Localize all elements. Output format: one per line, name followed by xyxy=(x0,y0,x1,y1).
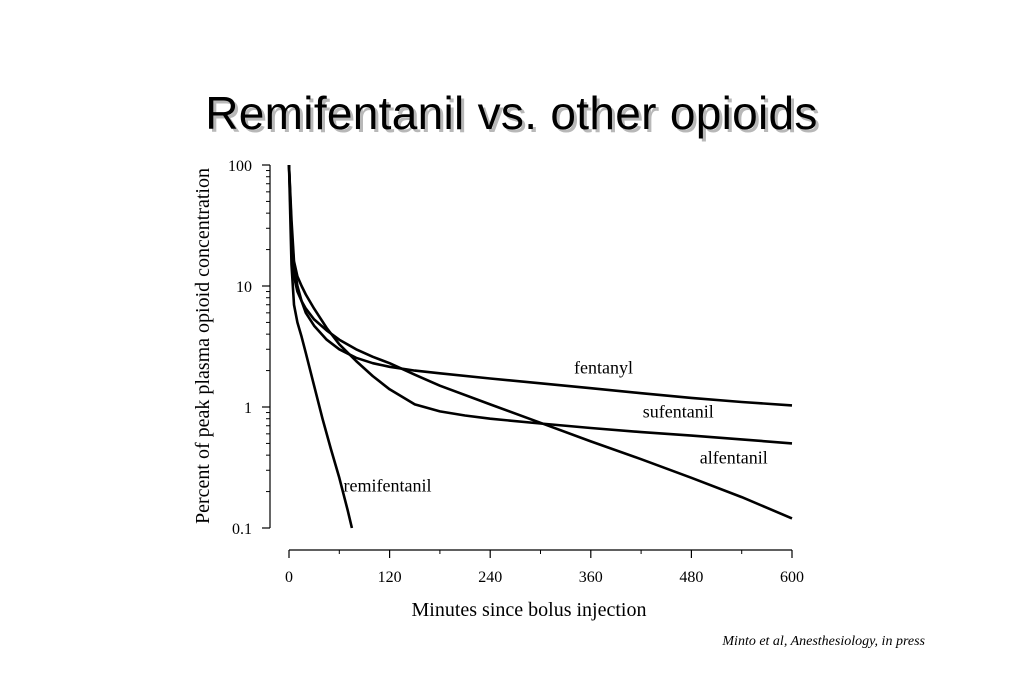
citation: Minto et al, Anesthesiology, in press xyxy=(722,634,925,649)
x-tick-label: 600 xyxy=(780,569,804,586)
x-axis-title: Minutes since bolus injection xyxy=(412,599,647,621)
y-tick-label: 100 xyxy=(228,158,252,175)
series-label-remifentanil: remifentanil xyxy=(343,476,431,496)
slide-title: Remifentanil vs. other opioids xyxy=(205,87,818,139)
y-tick-label: 10 xyxy=(236,279,252,296)
series-label-fentanyl: fentanyl xyxy=(574,357,633,377)
y-axis-title: Percent of peak plasma opioid concentrat… xyxy=(192,168,214,524)
x-tick-label: 240 xyxy=(478,569,502,586)
y-tick-label: 0.1 xyxy=(232,521,252,538)
series-line-fentanyl xyxy=(287,164,793,407)
x-tick-label: 120 xyxy=(378,569,402,586)
series-label-alfentanil: alfentanil xyxy=(700,448,768,468)
chart-axes: 0.1 1 10 100 0 120 240 360 480 600 xyxy=(228,158,804,586)
y-tick-label: 1 xyxy=(244,400,252,417)
series-line-alfentanil xyxy=(287,164,793,520)
chart-series-lines xyxy=(287,164,793,529)
chart-series-labels: fentanyl sufentanil alfentanil remifentanil xyxy=(343,357,767,495)
x-tick-label: 0 xyxy=(285,569,293,586)
x-tick-label: 360 xyxy=(579,569,603,586)
series-label-sufentanil: sufentanil xyxy=(643,401,714,421)
series-line-remifentanil xyxy=(287,164,354,529)
series-line-sufentanil xyxy=(287,164,793,445)
x-tick-label: 480 xyxy=(679,569,703,586)
